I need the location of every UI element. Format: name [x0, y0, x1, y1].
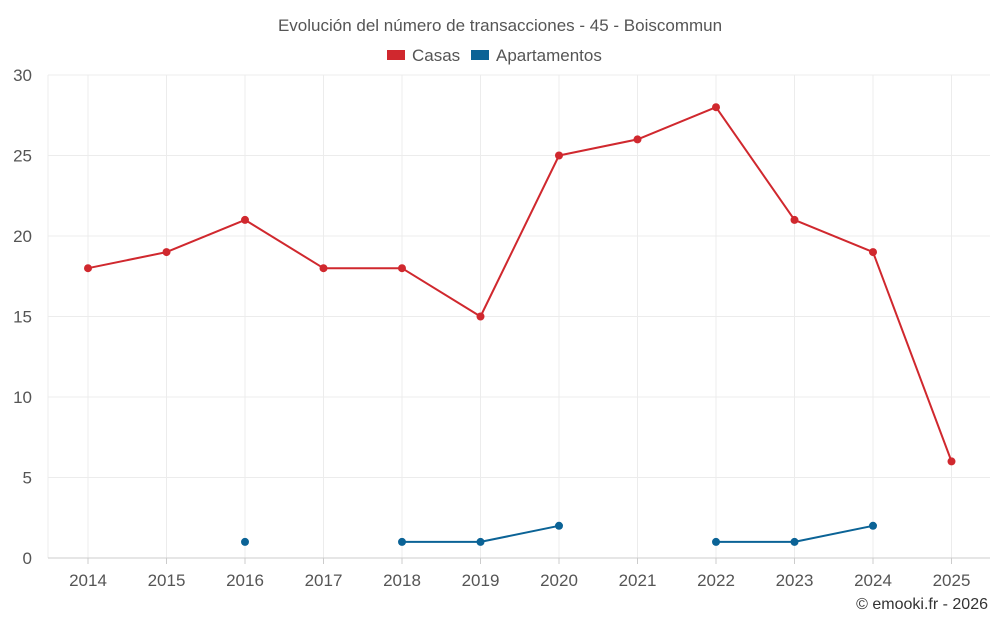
x-tick-label: 2022 — [697, 571, 735, 590]
data-point-apartamentos[interactable] — [476, 537, 485, 546]
y-tick-label: 30 — [13, 66, 32, 85]
y-tick-label: 20 — [13, 227, 32, 246]
x-tick-label: 2023 — [776, 571, 814, 590]
data-point-casas[interactable] — [633, 135, 642, 144]
legend-item-casas[interactable]: Casas — [387, 46, 460, 65]
y-tick-label: 5 — [23, 469, 32, 488]
data-point-apartamentos[interactable] — [712, 537, 720, 546]
data-point-apartamentos[interactable] — [555, 521, 563, 530]
y-tick-label: 10 — [13, 388, 32, 407]
y-tick-label: 15 — [13, 308, 32, 327]
legend[interactable]: Casas Apartamentos — [387, 46, 602, 65]
data-point-apartamentos[interactable] — [241, 537, 249, 546]
series-casas — [84, 103, 956, 466]
data-point-casas[interactable] — [869, 248, 877, 257]
data-point-casas[interactable] — [790, 215, 799, 224]
grid-layer — [47, 74, 990, 558]
data-point-casas[interactable] — [398, 264, 406, 273]
x-tick-label: 2017 — [305, 571, 343, 590]
legend-swatch — [471, 50, 489, 60]
data-point-casas[interactable] — [319, 264, 328, 273]
chart-title: Evolución del número de transacciones - … — [278, 16, 722, 35]
data-point-casas[interactable] — [476, 312, 485, 321]
x-tick-label: 2018 — [383, 571, 421, 590]
legend-item-apartamentos[interactable]: Apartamentos — [471, 46, 602, 65]
data-point-apartamentos[interactable] — [790, 537, 799, 546]
y-tick-label: 25 — [13, 147, 32, 166]
series-layer — [84, 103, 956, 546]
data-point-casas[interactable] — [555, 151, 563, 160]
x-tick-label: 2024 — [854, 571, 892, 590]
data-point-casas[interactable] — [947, 457, 956, 466]
data-point-casas[interactable] — [241, 215, 249, 224]
legend-swatch — [387, 50, 405, 60]
data-point-apartamentos[interactable] — [398, 537, 406, 546]
data-point-apartamentos[interactable] — [869, 521, 877, 530]
x-tick-label: 2020 — [540, 571, 578, 590]
x-tick-label: 2015 — [148, 571, 186, 590]
x-tick-label: 2025 — [933, 571, 971, 590]
x-tick-label: 2019 — [462, 571, 500, 590]
legend-label: Apartamentos — [496, 46, 602, 65]
x-tick-label: 2021 — [619, 571, 657, 590]
credit-text: © emooki.fr - 2026 — [856, 596, 988, 613]
x-tick-label: 2014 — [69, 571, 107, 590]
data-point-casas[interactable] — [712, 103, 720, 112]
series-line-casas — [87, 106, 953, 462]
series-apartamentos — [241, 521, 877, 546]
data-point-casas[interactable] — [84, 264, 92, 273]
y-tick-label: 0 — [23, 549, 32, 568]
legend-label: Casas — [412, 46, 460, 65]
data-point-casas[interactable] — [162, 248, 171, 257]
x-tick-label: 2016 — [226, 571, 264, 590]
